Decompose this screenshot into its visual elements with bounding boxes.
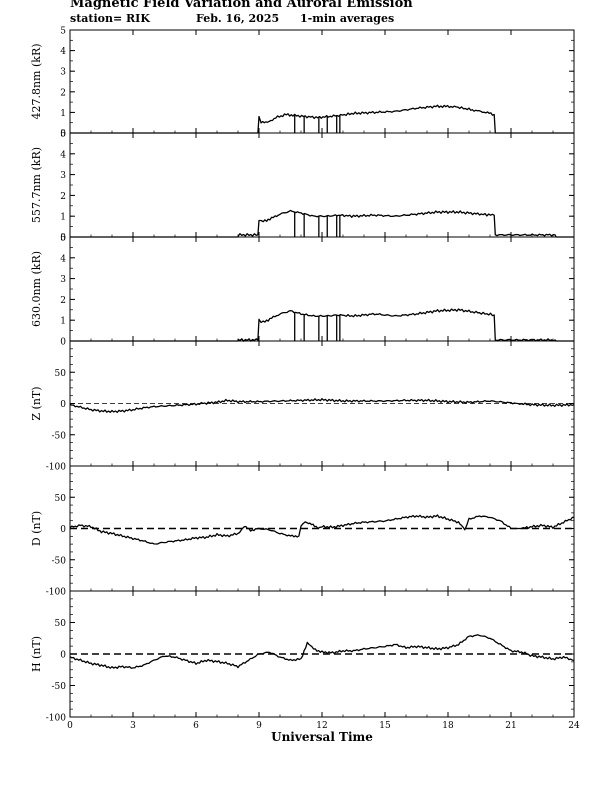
y-tick-label: 50 [55,494,67,504]
x-tick-label: 3 [130,721,136,731]
x-axis-label: Universal Time [271,730,373,744]
y-tick-label: -50 [52,431,67,441]
station-label: station= RIK [70,12,150,25]
y-tick-label: 3 [60,275,66,285]
y-axis-label: 427.8nm (kR) [30,43,43,119]
y-tick-label: -100 [46,714,66,724]
x-tick-label: 24 [568,721,580,731]
y-tick-label: 5 [60,130,66,140]
y-tick-label: 1 [60,213,66,223]
chart-title: Magnetic Field Variation and Auroral Emi… [70,0,413,11]
y-axis-label: 557.7nm (kR) [30,147,43,223]
x-tick-label: 15 [379,721,391,731]
y-tick-label: -50 [52,556,67,566]
series-line [69,634,575,669]
y-tick-label: -100 [46,463,66,473]
y-tick-label: 3 [60,171,66,181]
y-tick-label: 50 [55,619,67,629]
y-tick-label: 4 [60,254,66,264]
panel-frame [69,132,575,238]
panel-frame [69,236,575,342]
series-line [69,514,575,545]
x-tick-label: 6 [193,721,199,731]
y-axis-label: D (nT) [30,511,43,546]
averaging-label: 1-min averages [300,12,395,25]
y-tick-label: 5 [60,27,66,37]
y-tick-label: 0 [60,525,66,535]
x-tick-label: 21 [505,721,516,731]
y-tick-label: 50 [55,369,67,379]
y-tick-label: 5 [60,234,66,244]
y-tick-label: 1 [60,317,66,327]
y-tick-label: 0 [60,234,66,244]
y-axis-label: H (nT) [30,636,43,672]
x-tick-label: 12 [316,721,327,731]
y-tick-label: 4 [60,47,66,57]
x-tick-label: 0 [67,721,73,731]
date-label: Feb. 16, 2025 [196,12,280,25]
y-tick-label: 0 [60,130,66,140]
y-tick-label: 3 [60,68,66,78]
y-axis-label: Z (nT) [30,386,43,420]
y-tick-label: -50 [52,682,67,692]
series-line [69,398,575,414]
y-tick-label: 2 [60,296,66,306]
y-axis-label: 630.0nm (kR) [30,251,43,327]
panel-frame [69,465,575,592]
y-tick-label: 0 [60,338,66,348]
y-tick-label: 1 [60,109,66,119]
y-tick-label: 2 [60,88,66,98]
y-tick-label: -100 [46,588,66,598]
y-tick-label: 2 [60,192,66,202]
x-tick-label: 9 [256,721,262,731]
y-tick-label: 0 [60,400,66,410]
panel-frame [69,590,575,718]
x-tick-label: 18 [442,721,454,731]
y-tick-label: 4 [60,150,66,160]
y-tick-label: 0 [60,651,66,661]
